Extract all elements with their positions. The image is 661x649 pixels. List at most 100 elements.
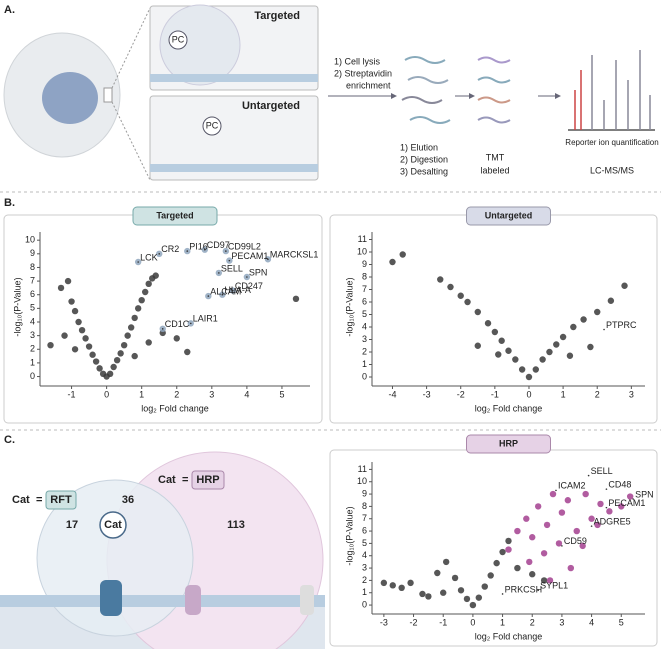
highlight-point [549,490,557,498]
point [82,335,89,342]
panel-label: B. [4,197,15,209]
pc [202,116,222,136]
zoom-line [111,101,151,181]
highlight-point [582,490,589,498]
y-axis-label: -log₁₀(P-Value) [12,277,22,336]
point [117,350,124,357]
highlight-point [626,493,634,500]
x-tick-label: 2 [530,617,535,627]
step: 2) Streptavidin [334,68,392,78]
y-axis-label: -log₁₀(P-Value) [344,277,354,336]
point [57,284,65,292]
target-protein [100,580,122,616]
y-tick-label: 4 [362,321,367,331]
gene-label: CD59 [564,536,587,546]
point [184,348,191,356]
annotation-anchor [605,506,608,509]
point [71,346,79,353]
membrane [0,595,325,607]
count: 36 [122,494,134,506]
x-tick-label: 5 [619,617,624,627]
annotation-anchor [587,474,590,477]
point [546,348,553,356]
x-axis-label: log₂ Fold change [141,403,209,413]
highlight-point [523,515,530,522]
highlight-point [543,521,551,529]
gene-label: LAIR1 [193,314,218,324]
x-axis-label: log₂ Fold change [475,631,543,641]
point [75,318,82,326]
step: 1) Cell lysis [334,56,381,66]
y-tick-label: 2 [362,575,367,585]
chart-title: HRP [499,438,518,448]
highlight-point [597,500,604,508]
point [481,583,488,590]
annotation-anchor [189,322,192,325]
highlight-point [618,503,625,510]
rft: RFT [50,494,72,506]
tmt: labeled [480,165,509,175]
highlight-point [588,515,595,522]
x-tick-label: 3 [559,617,564,627]
membrane [150,74,318,82]
y-tick-label: 0 [362,599,367,609]
gene-label: HLA-A [224,285,251,295]
lcms: LC-MS/MS [590,165,634,175]
count: 17 [66,519,78,531]
point [474,342,481,349]
point [437,276,444,283]
point [505,537,512,545]
x-tick-label: 0 [526,389,531,399]
x-tick-label: -3 [380,617,388,627]
cat-center: Cat [104,519,122,531]
y-tick-label: 10 [25,235,35,245]
step: 1) Elution [400,142,438,152]
point [491,328,499,336]
point [71,307,79,315]
panel-label: A. [4,4,15,16]
x-tick-label: -1 [491,389,499,399]
protein [185,585,201,615]
point [580,316,587,323]
point [475,594,483,601]
point [68,298,75,305]
point [518,366,526,373]
point [570,323,577,331]
gene-label: MARCKSL1 [270,250,319,260]
gene-label: PI16 [189,241,208,251]
pc [168,30,188,50]
eq: = [36,494,42,506]
y-axis-label: -log₁₀(P-Value) [344,506,354,565]
gene-label: SPN [635,489,654,499]
spectrum [568,50,655,131]
step: enrichment [346,80,391,90]
point [120,341,128,349]
title-pill [132,206,218,226]
cat-label: Cat [158,474,176,486]
highlight-point [526,558,533,566]
y-tick-label: 1 [362,587,367,597]
point [152,272,159,279]
point [145,280,152,288]
y-tick-label: 10 [357,246,367,256]
annotation-anchor [246,276,248,278]
point [539,356,546,363]
reporter: Reporter ion quantification [565,138,658,147]
point [621,282,628,289]
point [529,571,536,578]
x-tick-label: -4 [388,389,396,399]
point [532,366,539,373]
point [505,347,512,354]
x-tick-label: 0 [104,389,109,399]
x-tick-label: 4 [589,617,594,627]
y-tick-label: 1 [30,357,35,367]
point [469,601,477,609]
annotation-anchor [590,525,593,527]
point [127,324,135,331]
point [399,251,406,258]
point [457,292,464,299]
point [292,295,300,303]
highlight-point [558,509,566,516]
y-tick-label: 1 [362,359,367,369]
annotation-anchor [225,250,227,252]
